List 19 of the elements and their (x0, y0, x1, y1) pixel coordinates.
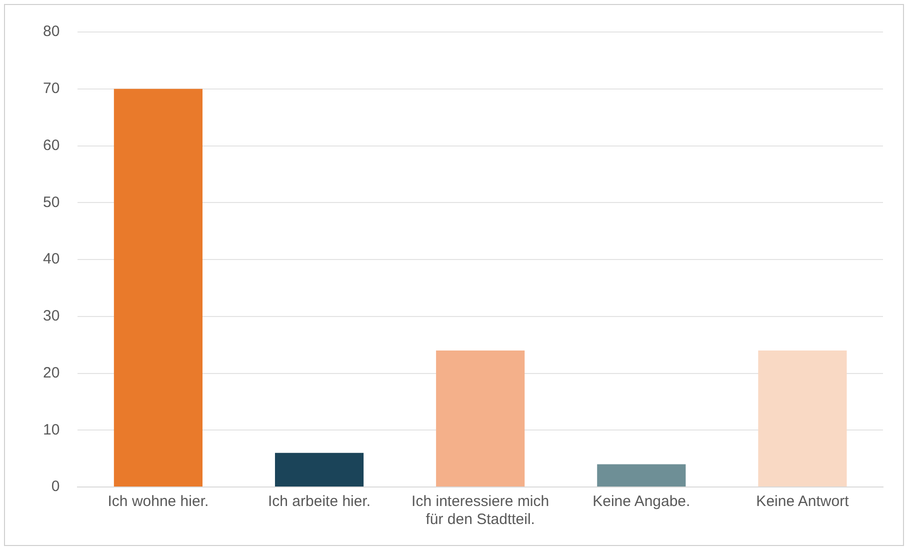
bar (274, 452, 364, 486)
y-tick-label: 40 (42, 250, 60, 268)
x-tick-label: Ich wohne hier. (108, 493, 209, 510)
bar (436, 350, 525, 486)
y-tick-label: 80 (42, 23, 60, 40)
y-tick-label: 20 (42, 364, 60, 382)
x-tick-label: Keine Antwort (756, 493, 850, 510)
y-tick-label: 30 (42, 308, 60, 325)
bar (758, 350, 847, 486)
y-tick-label: 60 (42, 136, 60, 154)
y-tick-label: 0 (51, 478, 60, 496)
x-tick-label: Keine Angabe. (592, 493, 690, 510)
y-tick-label: 10 (42, 421, 60, 438)
y-tick-label: 50 (42, 194, 60, 211)
x-tick-label: Ich interessiere mich für den Stadtteil. (412, 493, 550, 528)
y-tick-label: 70 (42, 80, 60, 98)
x-tick-label: Ich arbeite hier. (268, 493, 371, 510)
bar (114, 88, 203, 486)
bar (597, 464, 686, 486)
